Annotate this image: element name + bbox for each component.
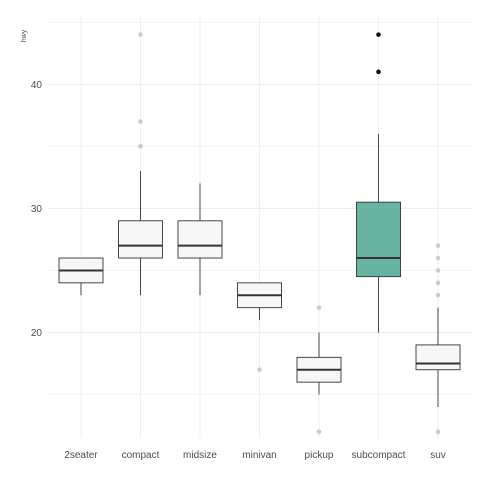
box-minivan: [237, 282, 282, 373]
y-tick-label-20: 20: [31, 328, 43, 339]
box-subcompact: [356, 32, 401, 333]
box-suv: [415, 243, 461, 435]
box-compact: [118, 32, 163, 296]
x-tick-label-midsize: midsize: [183, 450, 217, 461]
outlier-point: [138, 144, 143, 149]
box-body: [356, 201, 401, 278]
outlier-point: [138, 32, 143, 37]
box-body: [118, 220, 163, 259]
outlier-point: [376, 69, 381, 75]
outlier-point: [316, 429, 322, 435]
outlier-point: [435, 292, 441, 298]
x-tick-label-compact: compact: [122, 450, 160, 461]
tick-labels: 20 30 40 2seater compact midsize minivan pickup…: [31, 80, 446, 461]
outlier-point: [435, 255, 441, 261]
outlier-point: [257, 367, 262, 373]
box-2seater: [58, 257, 104, 296]
outlier-point: [138, 119, 143, 124]
x-tick-label-suv: suv: [430, 450, 446, 461]
outlier-point: [435, 280, 441, 286]
x-tick-label-minivan: minivan: [242, 450, 276, 461]
outlier-point: [435, 429, 441, 435]
outlier-point: [435, 268, 441, 273]
outlier-point: [376, 32, 381, 37]
x-tick-label-subcompact: subcompact: [352, 450, 406, 461]
boxes: [58, 32, 461, 435]
x-tick-label-pickup: pickup: [305, 450, 334, 461]
y-tick-label-40: 40: [31, 80, 43, 91]
outlier-point: [435, 243, 441, 248]
outlier-point: [316, 305, 322, 310]
y-tick-label-30: 30: [31, 204, 43, 215]
x-tick-label-2seater: 2seater: [64, 450, 98, 461]
box-midsize: [177, 183, 223, 296]
grid: [48, 16, 472, 438]
box-pickup: [296, 305, 342, 435]
box-body: [177, 220, 223, 259]
box-body: [415, 344, 461, 371]
y-axis-title: hwy: [21, 29, 28, 42]
